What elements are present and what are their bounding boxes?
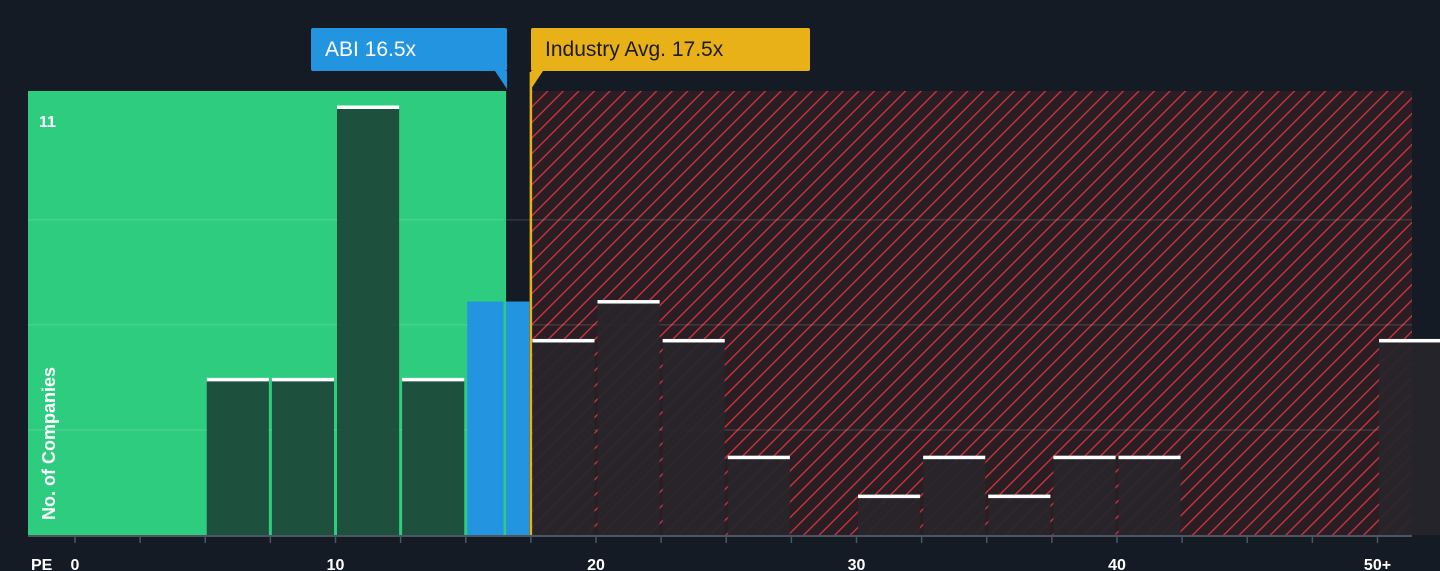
histogram-bar-5 bbox=[467, 301, 530, 535]
industry-average-label: Industry Avg. 17.5x bbox=[545, 38, 724, 61]
histogram-bar-cap-2 bbox=[271, 377, 334, 382]
histogram-bar-1 bbox=[206, 379, 269, 535]
industry-callout-pointer bbox=[531, 71, 543, 89]
histogram-bar-4 bbox=[402, 379, 465, 535]
company-pe-label: ABI 16.5x bbox=[325, 38, 417, 61]
histogram-bar-10 bbox=[858, 496, 921, 535]
histogram-bar-cap-12 bbox=[988, 494, 1051, 499]
x-tick-label-6: 50+ bbox=[1364, 557, 1391, 571]
histogram-bar-cap-14 bbox=[1118, 455, 1181, 460]
histogram-bar-cap-6 bbox=[532, 338, 595, 343]
histogram-bar-6 bbox=[532, 340, 595, 535]
histogram-bar-cap-7 bbox=[597, 300, 660, 304]
x-axis-ticks: 0 10 20 30 40 50+ bbox=[71, 536, 1391, 571]
histogram-bar-cap-8 bbox=[662, 338, 725, 343]
histogram-bar-13 bbox=[1053, 457, 1116, 535]
histogram-bar-cap-15 bbox=[1379, 338, 1440, 343]
x-tick-label-3: 20 bbox=[587, 557, 605, 571]
x-tick-label-2: 10 bbox=[327, 557, 345, 571]
x-tick-label-1: 0 bbox=[71, 557, 80, 571]
y-axis-max-label: 11 bbox=[39, 114, 56, 131]
industry-average-callout: Industry Avg. 17.5x bbox=[531, 28, 810, 89]
histogram-bar-15 bbox=[1379, 340, 1440, 535]
company-callout-pointer bbox=[495, 71, 507, 89]
histogram-bar-cap-3 bbox=[337, 105, 400, 109]
histogram-bar-cap-4 bbox=[402, 377, 465, 382]
histogram-bar-cap-13 bbox=[1053, 455, 1116, 460]
x-tick-label-4: 30 bbox=[848, 557, 866, 571]
histogram-bar-11 bbox=[923, 457, 986, 535]
histogram-bar-cap-9 bbox=[727, 455, 790, 460]
histogram-bar-2 bbox=[271, 379, 334, 535]
histogram-bar-cap-11 bbox=[923, 455, 986, 460]
histogram-bar-9 bbox=[727, 457, 790, 535]
histogram-bar-14 bbox=[1118, 457, 1181, 535]
histogram-bar-3 bbox=[337, 107, 400, 535]
x-tick-label-5: 40 bbox=[1108, 557, 1126, 571]
histogram-bar-12 bbox=[988, 496, 1051, 535]
y-axis-title: No. of Companies bbox=[39, 367, 59, 520]
histogram-bar-7 bbox=[597, 301, 660, 535]
histogram-bar-cap-1 bbox=[206, 377, 269, 382]
company-pe-callout: ABI 16.5x bbox=[311, 28, 507, 89]
histogram-bar-cap-10 bbox=[858, 494, 921, 499]
x-axis-metric-label: PE bbox=[31, 557, 53, 571]
bars bbox=[206, 105, 1440, 535]
histogram-bar-8 bbox=[662, 340, 725, 535]
